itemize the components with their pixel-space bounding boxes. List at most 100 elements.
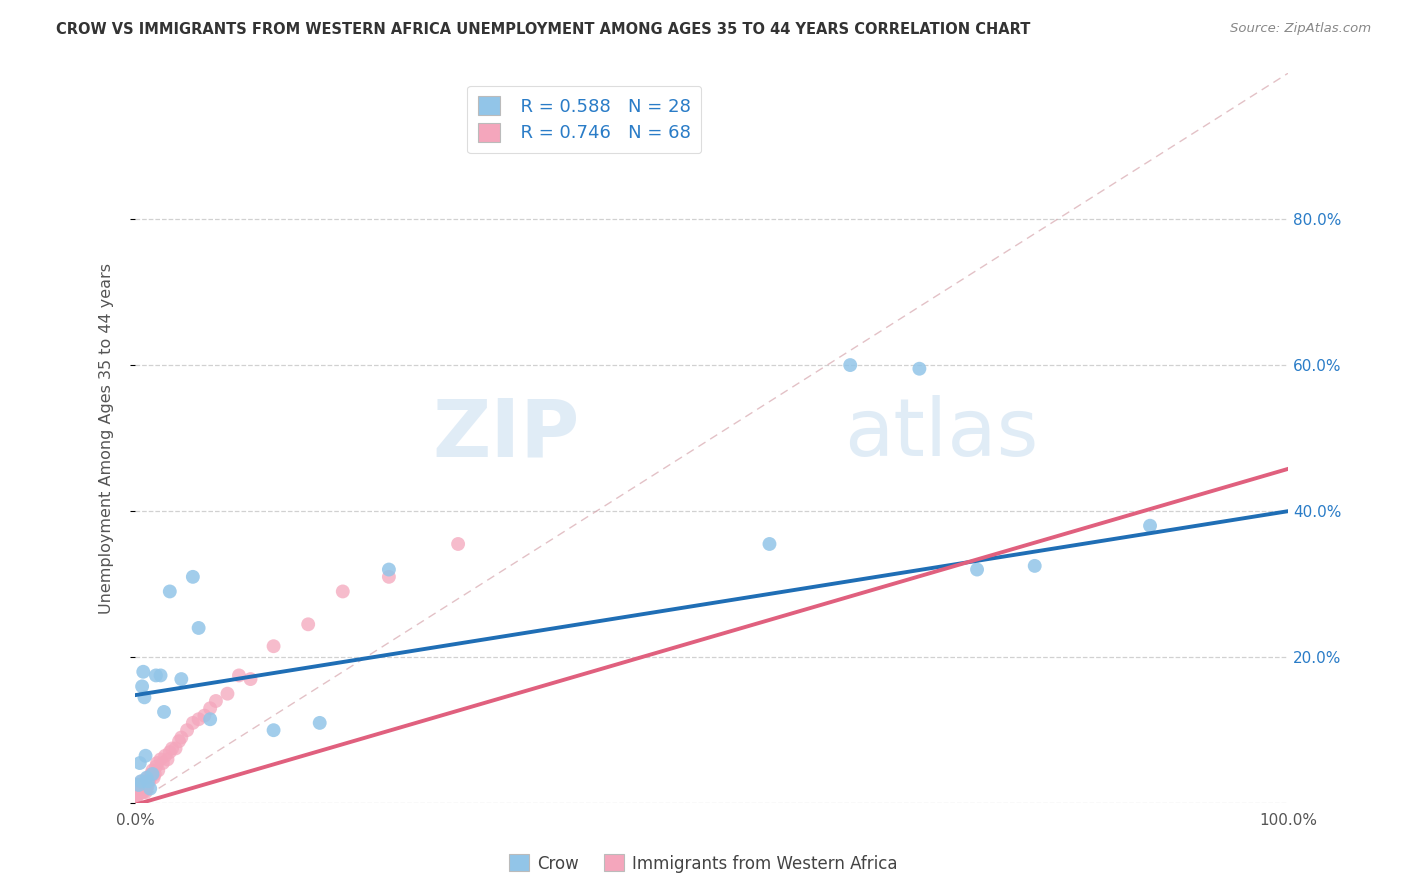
- Point: [135, 781, 157, 796]
- Point: [839, 358, 862, 372]
- Point: [181, 715, 204, 730]
- Point: [131, 774, 153, 789]
- Text: ZIP: ZIP: [432, 395, 579, 474]
- Point: [128, 781, 150, 796]
- Point: [125, 785, 148, 799]
- Point: [132, 665, 155, 679]
- Point: [134, 690, 156, 705]
- Point: [378, 570, 401, 584]
- Point: [129, 774, 152, 789]
- Point: [170, 672, 193, 686]
- Point: [141, 767, 163, 781]
- Point: [239, 672, 262, 686]
- Point: [139, 781, 162, 796]
- Point: [181, 570, 204, 584]
- Point: [134, 778, 156, 792]
- Point: [143, 767, 166, 781]
- Point: [128, 756, 150, 770]
- Point: [136, 771, 159, 785]
- Point: [141, 767, 163, 781]
- Point: [131, 679, 153, 693]
- Point: [170, 731, 193, 745]
- Point: [136, 774, 159, 789]
- Point: [193, 708, 215, 723]
- Point: [127, 781, 149, 796]
- Point: [966, 562, 988, 576]
- Point: [125, 789, 148, 803]
- Point: [167, 734, 190, 748]
- Point: [908, 361, 931, 376]
- Point: [148, 764, 170, 778]
- Point: [205, 694, 228, 708]
- Text: atlas: atlas: [845, 395, 1039, 474]
- Point: [332, 584, 354, 599]
- Point: [263, 639, 285, 653]
- Point: [132, 778, 155, 792]
- Point: [128, 778, 150, 792]
- Point: [217, 687, 239, 701]
- Point: [228, 668, 250, 682]
- Point: [135, 778, 157, 792]
- Point: [153, 748, 176, 763]
- Point: [125, 781, 148, 796]
- Text: Source: ZipAtlas.com: Source: ZipAtlas.com: [1230, 22, 1371, 36]
- Point: [139, 771, 162, 785]
- Point: [165, 741, 187, 756]
- Point: [136, 778, 159, 792]
- Point: [145, 760, 167, 774]
- Point: [127, 785, 149, 799]
- Point: [176, 723, 198, 738]
- Text: CROW VS IMMIGRANTS FROM WESTERN AFRICA UNEMPLOYMENT AMONG AGES 35 TO 44 YEARS CO: CROW VS IMMIGRANTS FROM WESTERN AFRICA U…: [56, 22, 1031, 37]
- Point: [132, 785, 155, 799]
- Point: [198, 712, 221, 726]
- Point: [135, 774, 157, 789]
- Point: [135, 748, 157, 763]
- Point: [159, 745, 181, 759]
- Point: [128, 785, 150, 799]
- Point: [128, 785, 150, 799]
- Point: [129, 781, 152, 796]
- Point: [146, 756, 169, 770]
- Legend: Crow, Immigrants from Western Africa: Crow, Immigrants from Western Africa: [502, 847, 904, 880]
- Point: [142, 771, 165, 785]
- Point: [128, 778, 150, 792]
- Point: [297, 617, 319, 632]
- Point: [135, 785, 157, 799]
- Point: [129, 785, 152, 799]
- Point: [159, 584, 181, 599]
- Point: [198, 701, 221, 715]
- Point: [131, 781, 153, 796]
- Point: [128, 781, 150, 796]
- Point: [128, 785, 150, 799]
- Point: [132, 781, 155, 796]
- Point: [156, 752, 179, 766]
- Point: [1024, 558, 1046, 573]
- Point: [153, 705, 176, 719]
- Y-axis label: Unemployment Among Ages 35 to 44 years: Unemployment Among Ages 35 to 44 years: [100, 262, 114, 614]
- Point: [447, 537, 470, 551]
- Point: [134, 781, 156, 796]
- Point: [149, 752, 172, 766]
- Point: [127, 785, 149, 799]
- Point: [160, 741, 183, 756]
- Point: [128, 785, 150, 799]
- Point: [125, 778, 148, 792]
- Point: [187, 712, 209, 726]
- Point: [128, 778, 150, 792]
- Point: [127, 789, 149, 803]
- Legend:   R = 0.588   N = 28,   R = 0.746   N = 68: R = 0.588 N = 28, R = 0.746 N = 68: [467, 86, 702, 153]
- Point: [125, 789, 148, 803]
- Point: [378, 562, 401, 576]
- Point: [308, 715, 330, 730]
- Point: [145, 668, 167, 682]
- Point: [152, 756, 174, 770]
- Point: [129, 778, 152, 792]
- Point: [135, 771, 157, 785]
- Point: [125, 785, 148, 799]
- Point: [758, 537, 780, 551]
- Point: [127, 781, 149, 796]
- Point: [131, 785, 153, 799]
- Point: [263, 723, 285, 738]
- Point: [138, 774, 160, 789]
- Point: [1139, 518, 1161, 533]
